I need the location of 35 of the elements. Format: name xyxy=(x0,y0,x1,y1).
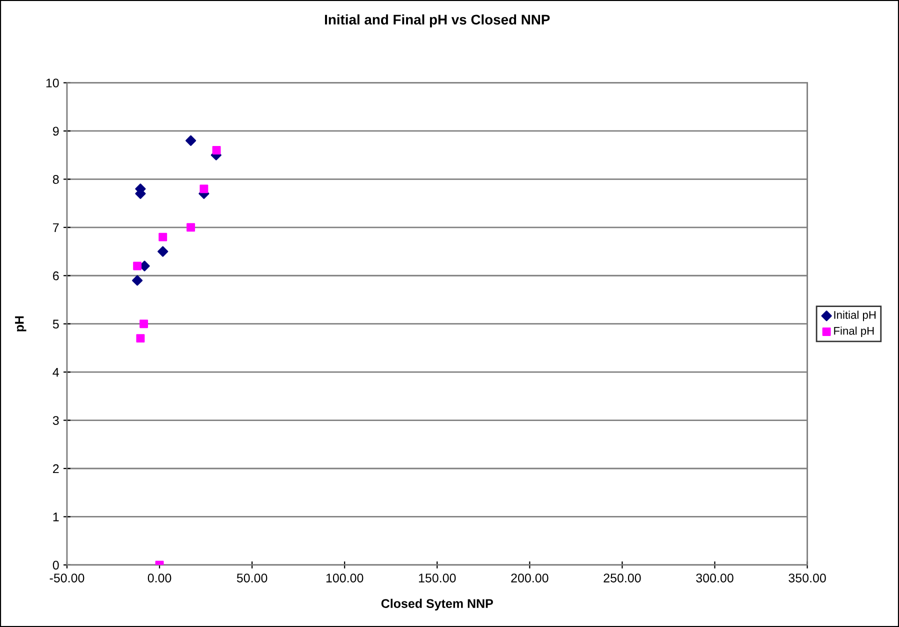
y-tick-label: 1 xyxy=(53,512,59,522)
x-tick-label: 100.00 xyxy=(326,574,364,582)
x-axis-title: Closed Sytem NNP xyxy=(381,598,493,610)
point xyxy=(132,275,143,286)
x-tick-label: 350.00 xyxy=(788,574,826,582)
point xyxy=(140,320,148,328)
x-tick-label: 150.00 xyxy=(418,574,456,582)
point xyxy=(136,334,145,343)
y-tick-label: 0 xyxy=(52,560,59,570)
point xyxy=(186,223,196,232)
x-tick-label: 200.00 xyxy=(511,574,548,582)
point xyxy=(185,135,196,146)
y-tick-label: 4 xyxy=(52,368,59,377)
point xyxy=(212,146,221,155)
x-tick-label: -50.00 xyxy=(50,574,84,582)
point xyxy=(133,262,142,270)
x-tick-label: 0.00 xyxy=(148,574,172,582)
y-axis-title: pH xyxy=(15,316,26,332)
point xyxy=(158,232,168,242)
legend-label: Final pH xyxy=(834,326,874,337)
point xyxy=(158,246,168,257)
y-tick-label: 7 xyxy=(53,223,59,232)
y-tick-label: 3 xyxy=(52,416,59,425)
point xyxy=(200,184,208,194)
chart-title: Initial and Final pH vs Closed NNP xyxy=(325,14,550,28)
x-tick-label: 250.00 xyxy=(604,574,641,582)
y-tick-label: 6 xyxy=(53,271,59,280)
y-tick-label: 9 xyxy=(52,126,59,136)
y-tick-label: 8 xyxy=(52,174,59,184)
x-tick-label: 50.00 xyxy=(236,574,268,582)
legend-label: Initial pH xyxy=(834,310,876,322)
x-tick-label: 300.00 xyxy=(696,574,734,582)
y-tick-label: 2 xyxy=(53,464,59,474)
y-tick-label: 10 xyxy=(46,78,59,88)
y-tick-label: 5 xyxy=(52,320,59,328)
